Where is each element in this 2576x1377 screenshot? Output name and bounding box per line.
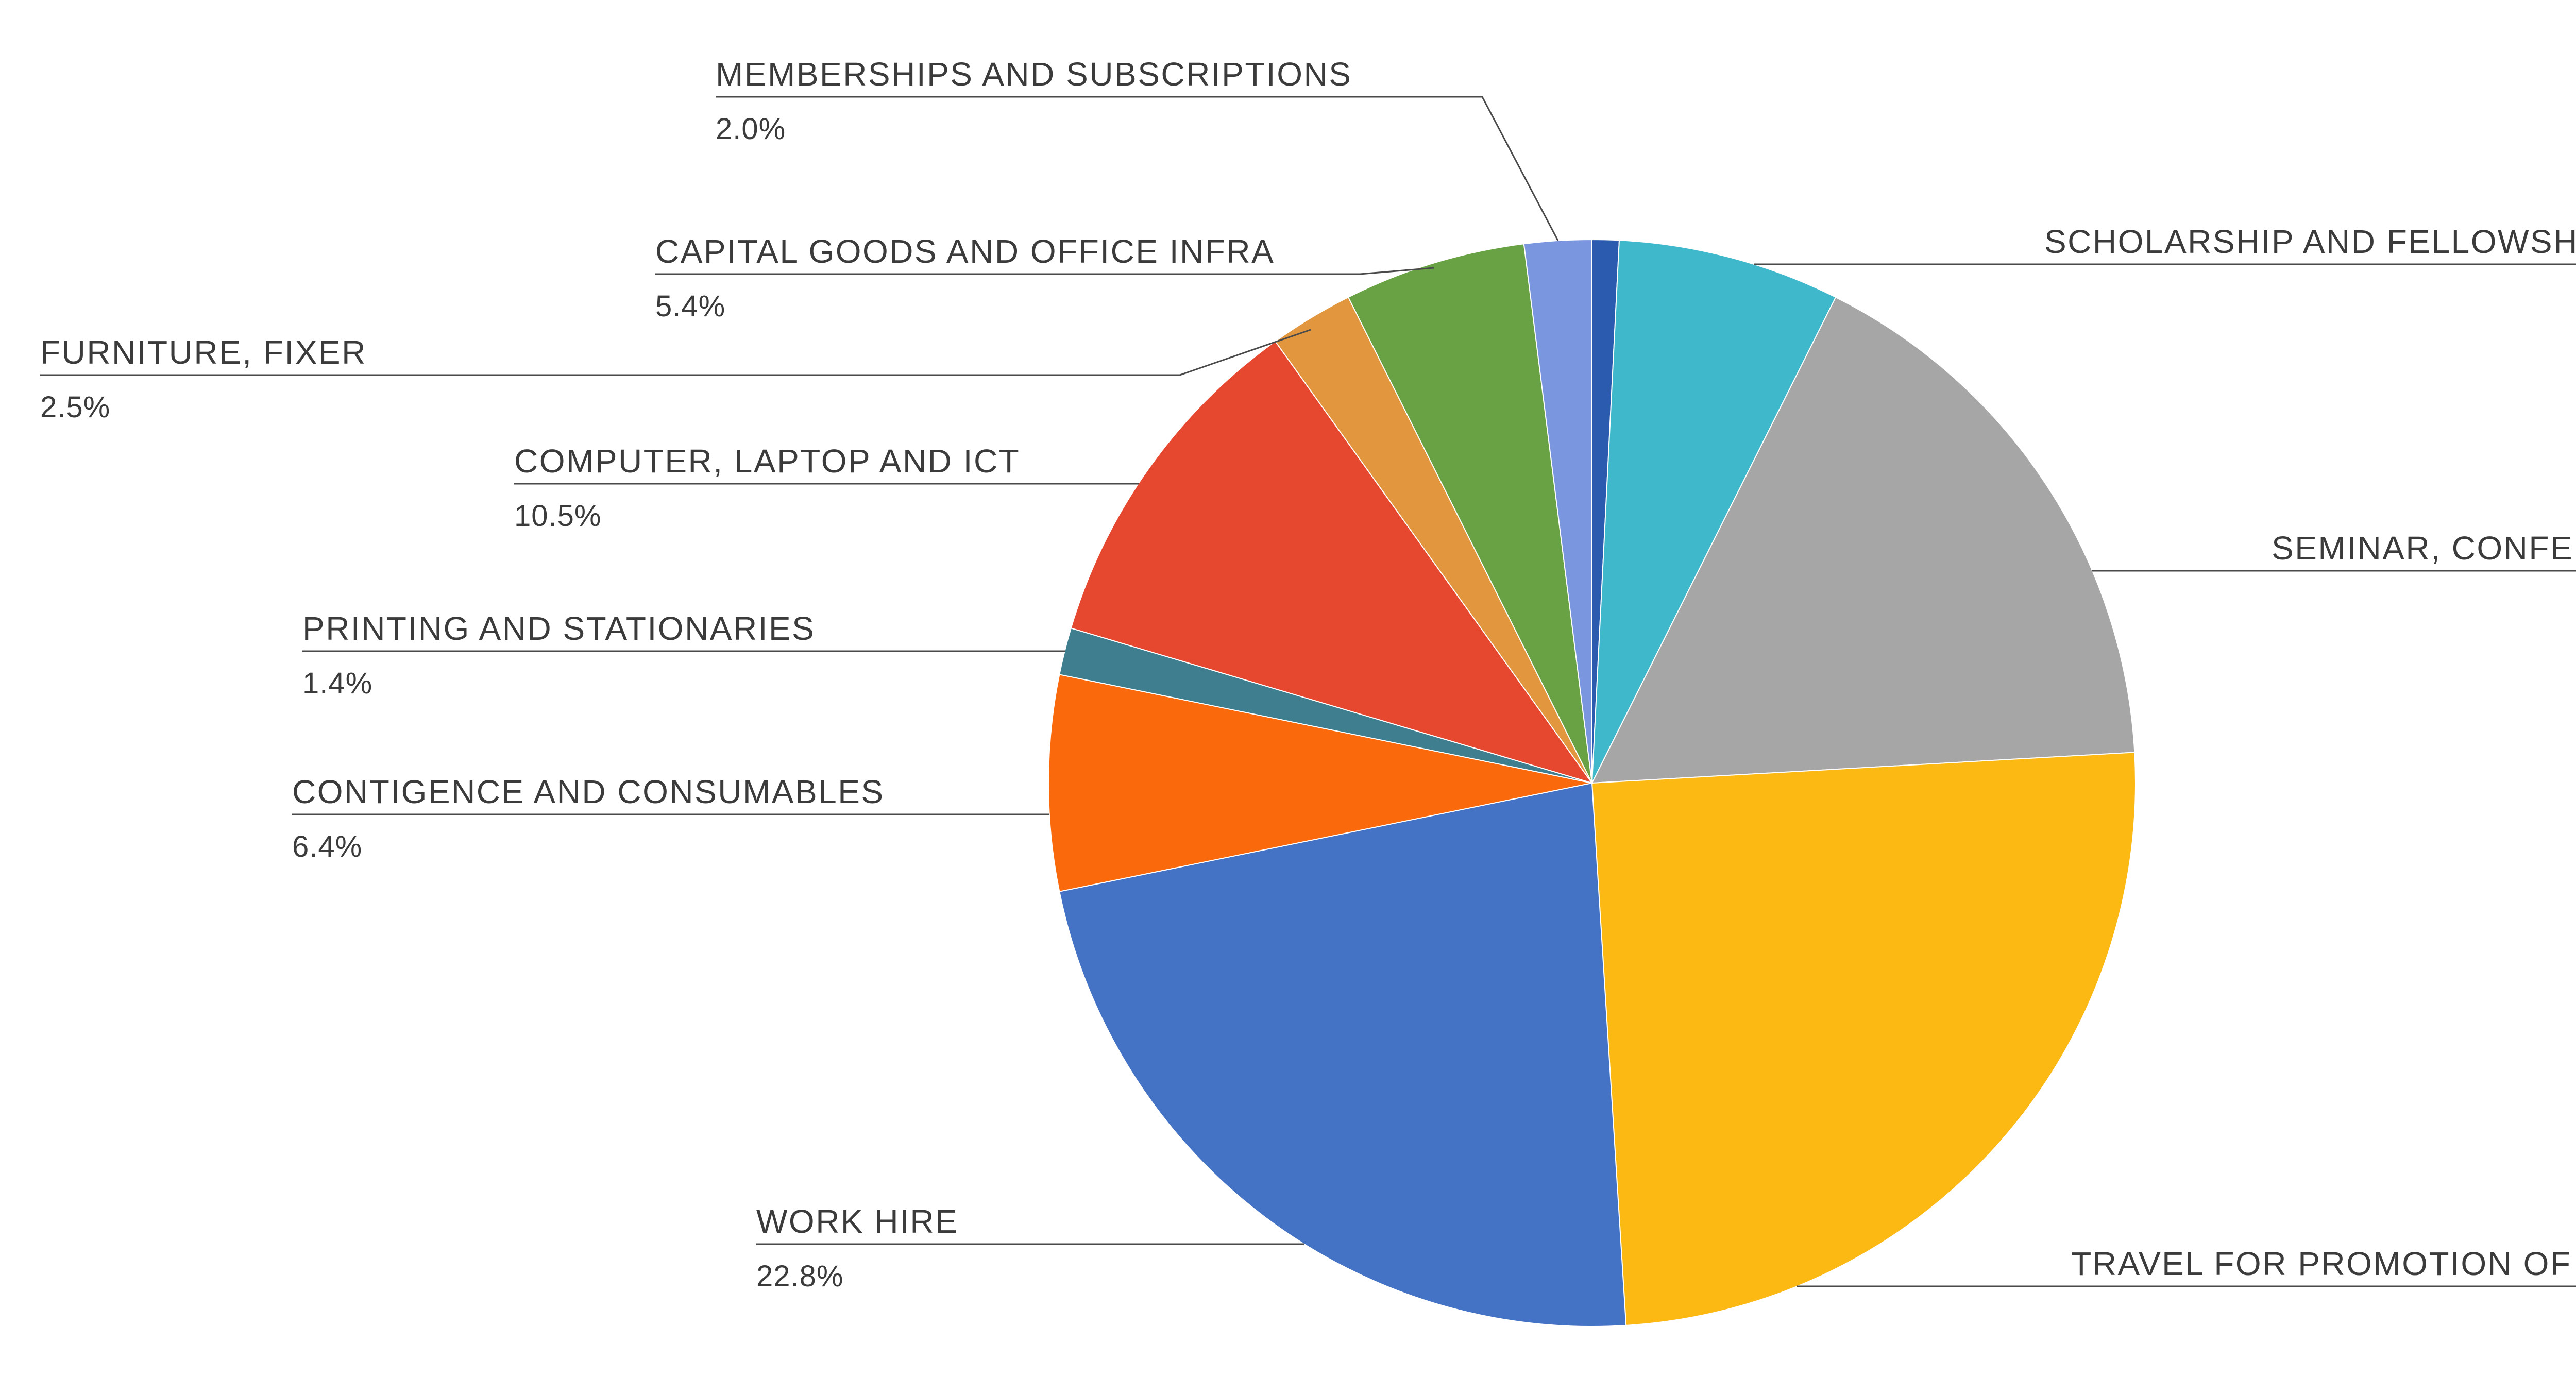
pie-slice-contigence-and-consumables[interactable]: [1048, 674, 1592, 892]
slice-percent: 1.4%: [302, 667, 372, 700]
leader-line: [40, 329, 1311, 376]
slice-label: CAPITAL GOODS AND OFFICE INFRA: [655, 233, 1275, 270]
slice-percent: 2.5%: [40, 390, 110, 424]
leader-line: [655, 267, 1434, 275]
slice-label: MEMBERSHIPS AND SUBSCRIPTIONS: [716, 56, 1352, 93]
pie-slice-memberships-and-subscriptions[interactable]: [1523, 239, 1592, 784]
slice-percent: 2.0%: [716, 112, 786, 146]
slice-percent: 10.5%: [514, 499, 601, 533]
slice-callout-furniture-fixer: FURNITURE, FIXER 2.5%: [40, 329, 1311, 424]
slice-label: WORK HIRE: [756, 1203, 958, 1240]
slice-label: SCHOLARSHIP AND FELLOWSHIP, AWARDS, REWA…: [2044, 223, 2576, 260]
slice-label: TRAVEL FOR PROMOTION OF INTERNATIONAL RE…: [2071, 1245, 2576, 1282]
slice-label: PRINTING AND STATIONARIES: [302, 610, 815, 647]
slice-callout-memberships-and-subscriptions: MEMBERSHIPS AND SUBSCRIPTIONS 2.0%: [716, 56, 1559, 241]
pie-slice-scholarship-and-fellowship-awards-rewards[interactable]: [1591, 240, 1837, 784]
slice-label: FURNITURE, FIXER: [40, 334, 367, 371]
slice-label: SEMINAR, CONFERENCE, EVENTS AND DELE...: [2272, 530, 2576, 567]
pie-slice-seminar-conference-events-and-dele[interactable]: [1591, 296, 2136, 784]
slice-callout-capital-goods-and-office-infra: CAPITAL GOODS AND OFFICE INFRA 5.4%: [655, 233, 1434, 323]
slice-percent: 22.8%: [756, 1260, 843, 1293]
slice-callout-computer-laptop-and-ict: COMPUTER, LAPTOP AND ICT 10.5%: [514, 443, 1139, 533]
slice-callout-work-hire: WORK HIRE 22.8%: [756, 1203, 1304, 1293]
slice-percent: 6.4%: [292, 830, 362, 863]
slice-callout-scholarship-and-fellowship-awards-rewards: SCHOLARSHIP AND FELLOWSHIP, AWARDS, REWA…: [1754, 223, 2576, 265]
slice-callout-travel-for-promotion-of-international-relations: TRAVEL FOR PROMOTION OF INTERNATIONAL RE…: [1797, 1245, 2576, 1287]
slice-callout-seminar-conference-events-and-dele: SEMINAR, CONFERENCE, EVENTS AND DELE...1…: [2092, 530, 2576, 572]
pie-slices-layer: [1048, 239, 2136, 1327]
slice-label: COMPUTER, LAPTOP AND ICT: [514, 443, 1020, 480]
slice-callout-contigence-and-consumables: CONTIGENCE AND CONSUMABLES 6.4%: [292, 773, 1049, 863]
pie-slice-travel-for-promotion-of-international-relations[interactable]: [1591, 752, 2136, 1326]
leader-line: [716, 96, 1559, 241]
slice-percent: 5.4%: [655, 290, 725, 323]
slice-label: CONTIGENCE AND CONSUMABLES: [292, 773, 885, 810]
pie-labels-layer: SCHOLARSHIP AND FELLOWSHIP, AWARDS, REWA…: [40, 56, 2576, 1293]
pie-slice-work-hire[interactable]: [1059, 782, 1627, 1327]
slice-callout-printing-and-stationaries: PRINTING AND STATIONARIES 1.4%: [302, 610, 1065, 700]
pie-slice-capital-goods-and-office-infra[interactable]: [1347, 243, 1592, 784]
pie-slice-computer-laptop-and-ict[interactable]: [1070, 341, 1594, 784]
